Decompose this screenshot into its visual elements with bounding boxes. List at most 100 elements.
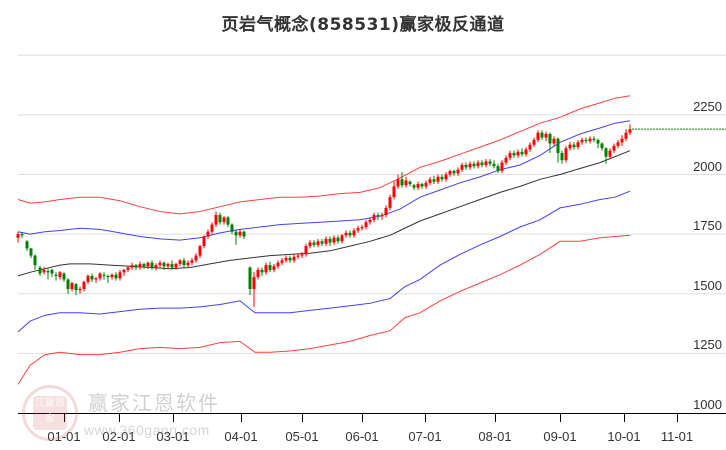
candle	[448, 169, 452, 177]
candle	[58, 271, 62, 280]
candle	[620, 135, 624, 146]
candle	[296, 253, 300, 260]
candle	[496, 163, 500, 174]
y-tick-label: 1000	[693, 397, 722, 412]
candle	[472, 161, 476, 169]
candle	[408, 180, 412, 187]
candle	[170, 260, 174, 270]
channel-bands	[17, 95, 631, 385]
candle	[556, 137, 560, 163]
candle	[444, 172, 448, 182]
chart-title: 页岩气概念(858531)赢家极反通道	[221, 15, 505, 35]
candle	[186, 260, 190, 268]
candle	[552, 136, 556, 146]
candle	[62, 272, 66, 282]
candles	[16, 124, 632, 307]
candle	[150, 260, 154, 270]
candle	[190, 257, 194, 266]
candle	[94, 277, 98, 284]
candle	[308, 240, 312, 249]
candle	[616, 139, 620, 149]
candle	[102, 272, 106, 280]
candle	[178, 259, 182, 267]
candle	[288, 255, 292, 263]
candle	[206, 229, 210, 239]
candle	[368, 217, 372, 225]
candle	[98, 272, 102, 281]
candle	[328, 236, 332, 247]
x-tick-label: 05-01	[285, 429, 319, 444]
candle	[106, 274, 110, 284]
candle	[348, 230, 352, 238]
y-tick-label: 2250	[693, 98, 722, 114]
candle	[564, 145, 568, 163]
band-lower_inner	[17, 190, 631, 333]
candle	[580, 137, 584, 145]
candle	[412, 184, 416, 191]
y-tick-label: 2000	[693, 158, 722, 174]
candle	[214, 211, 218, 227]
candle	[388, 194, 392, 211]
candle	[624, 129, 628, 142]
y-tick-label: 1500	[693, 277, 722, 293]
watermark-brand: 赢家江恩软件	[88, 391, 220, 415]
candle	[588, 136, 592, 144]
candle	[428, 176, 432, 186]
candle	[268, 261, 272, 273]
candle	[356, 225, 360, 233]
candle	[608, 148, 612, 159]
candle	[74, 283, 78, 295]
candle	[572, 142, 576, 150]
candle	[488, 158, 492, 167]
candle	[384, 205, 388, 218]
candle	[118, 269, 122, 281]
candle	[376, 212, 380, 220]
candle	[484, 158, 488, 168]
candle	[54, 272, 58, 281]
candle	[536, 130, 540, 143]
candle	[344, 230, 348, 238]
candle	[332, 235, 336, 245]
x-tick-label: 11-01	[660, 429, 694, 444]
band-lower_outer	[17, 234, 631, 385]
candle	[33, 254, 37, 270]
candle	[198, 244, 202, 258]
x-tick-label: 04-01	[224, 429, 258, 444]
candle	[70, 281, 74, 292]
candle	[432, 175, 436, 185]
x-tick-label: 02-01	[102, 429, 136, 444]
candle	[272, 263, 276, 273]
candle	[174, 262, 178, 270]
candle	[66, 278, 70, 294]
candle	[404, 176, 408, 188]
candle	[540, 130, 544, 140]
candle	[604, 147, 608, 164]
candle	[202, 235, 206, 249]
candle	[248, 266, 252, 295]
y-tick-label: 1750	[693, 218, 722, 234]
candle	[264, 262, 268, 275]
y-tick-label: 1250	[693, 337, 722, 353]
band-upper_outer	[17, 95, 631, 215]
candle	[364, 219, 368, 230]
candle	[560, 150, 564, 164]
candle	[524, 147, 528, 157]
candle	[234, 230, 238, 245]
candle	[528, 142, 532, 152]
candle	[194, 253, 198, 263]
candle	[372, 212, 376, 223]
candle	[90, 273, 94, 282]
candle	[50, 268, 54, 278]
candle	[218, 212, 222, 225]
candle	[182, 257, 186, 268]
candle	[424, 180, 428, 189]
candle	[452, 169, 456, 176]
candle	[592, 136, 596, 143]
candle	[312, 240, 316, 248]
candle	[316, 238, 320, 248]
candle	[304, 243, 308, 257]
candle	[380, 212, 384, 220]
candle	[420, 182, 424, 189]
candle	[340, 234, 344, 244]
